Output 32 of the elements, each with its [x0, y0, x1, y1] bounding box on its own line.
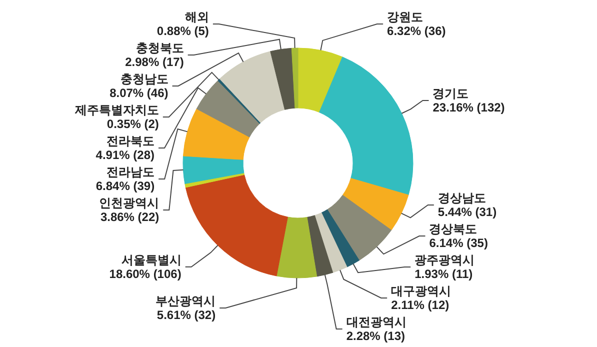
data-label: 1.93% (11): [414, 267, 473, 281]
slice-label: 경상북도: [429, 222, 478, 236]
data-label: 18.60% (106): [109, 266, 182, 281]
data-label: 8.07% (46): [110, 86, 168, 100]
data-label: 0.88% (5): [156, 24, 209, 38]
data-label: 2.98% (17): [125, 55, 184, 69]
slice-label: 경상남도: [438, 191, 486, 205]
data-label: 6.84% (39): [96, 179, 155, 193]
slice-label: 전라남도: [106, 165, 155, 179]
slice-label: 광주광역시: [414, 253, 475, 267]
data-label: 4.91% (28): [96, 148, 155, 162]
slice-label: 강원도: [387, 10, 424, 24]
data-label: 6.14% (35): [429, 236, 488, 250]
slice-label: 전라북도: [106, 134, 155, 148]
data-label: 23.16% (132): [432, 100, 505, 114]
slice-label: 대전광역시: [346, 315, 406, 329]
slice-label: 인천광역시: [99, 196, 160, 210]
data-label: 6.32% (36): [387, 24, 446, 38]
slice-label: 해외: [184, 10, 209, 24]
slice-label: 제주특별자치도: [74, 103, 159, 117]
slice-label: 서울특별시: [121, 252, 182, 267]
data-label: 2.11% (12): [391, 298, 450, 312]
slice-label: 충청북도: [136, 41, 184, 55]
slice-label: 경기도: [432, 86, 469, 100]
data-label: 2.28% (13): [346, 329, 406, 343]
data-label: 5.61% (32): [156, 308, 216, 322]
data-label: 5.44% (31): [438, 205, 497, 219]
data-label: 0.35% (2): [106, 117, 159, 131]
slice-label: 대구광역시: [391, 284, 452, 298]
slice-label: 부산광역시: [156, 294, 216, 308]
slice-label: 충청남도: [120, 72, 168, 86]
data-label: 3.86% (22): [100, 210, 160, 224]
